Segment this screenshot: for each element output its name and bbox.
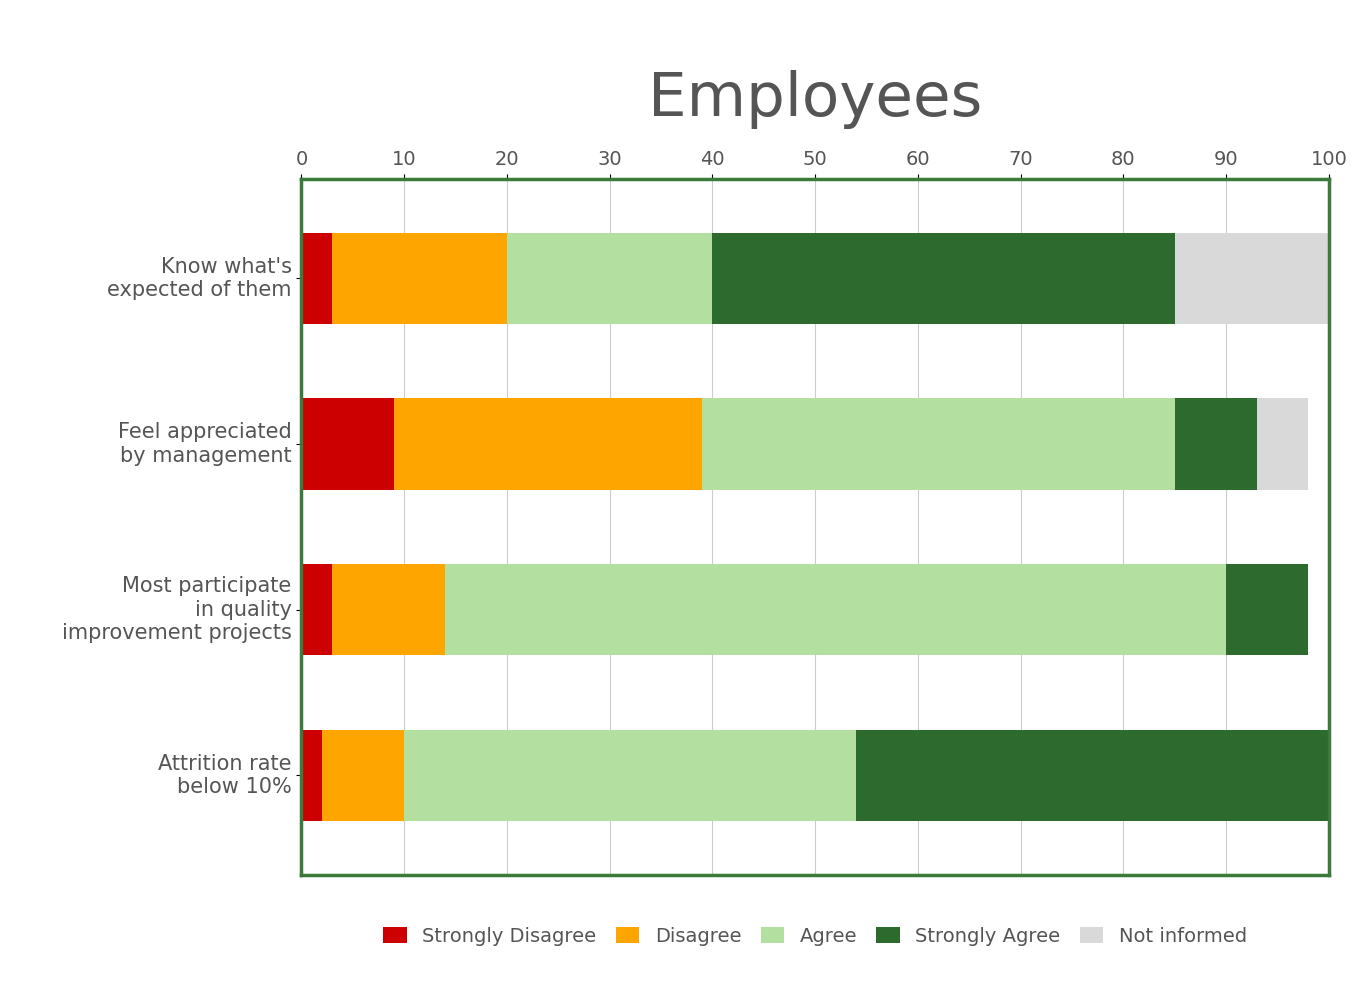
Bar — [507, 233, 712, 324]
Bar — [332, 233, 507, 324]
Legend: Strongly Disagree, Disagree, Agree, Strongly Agree, Not informed: Strongly Disagree, Disagree, Agree, Stro… — [374, 917, 1256, 955]
Bar — [332, 565, 445, 655]
Bar — [1226, 565, 1308, 655]
Bar — [445, 565, 1226, 655]
Bar — [301, 399, 395, 489]
Title: Employees: Employees — [648, 71, 982, 129]
Bar — [404, 730, 856, 821]
Bar — [301, 233, 332, 324]
Bar — [301, 730, 322, 821]
Bar — [1256, 399, 1308, 489]
Bar — [701, 399, 1175, 489]
Bar — [856, 730, 1329, 821]
Bar — [1175, 399, 1258, 489]
Bar — [712, 233, 1175, 324]
Bar — [395, 399, 701, 489]
Bar — [301, 565, 332, 655]
Bar — [322, 730, 404, 821]
Bar — [1175, 233, 1329, 324]
